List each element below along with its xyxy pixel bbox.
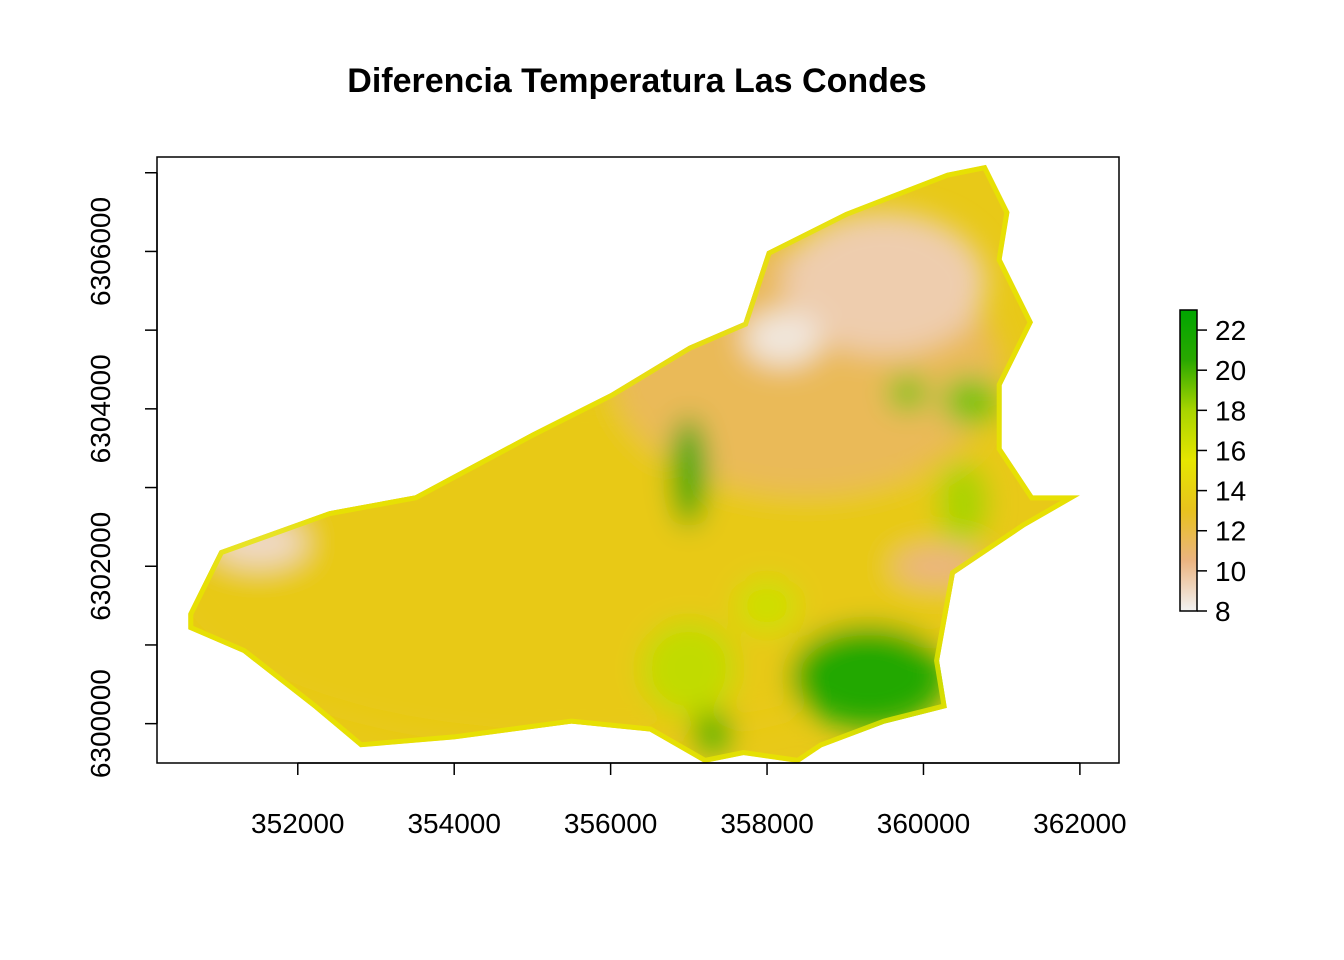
legend-tick-label: 16 <box>1215 435 1246 466</box>
legend-tick-label: 18 <box>1215 395 1246 426</box>
raster-zone <box>892 546 987 586</box>
raster-zone <box>782 212 987 354</box>
y-tick-label: 6302000 <box>85 512 116 621</box>
legend-colorbar <box>1180 310 1197 611</box>
raster-zone <box>735 578 799 634</box>
raster-zone <box>939 463 987 543</box>
x-tick-label: 358000 <box>720 808 813 839</box>
x-tick-label: 360000 <box>877 808 970 839</box>
x-axis: 352000 354000 356000 358000 360000 362000 <box>251 762 1127 839</box>
raster-zone <box>692 711 732 752</box>
legend-frame <box>1179 309 1198 612</box>
raster-zone <box>943 377 998 425</box>
color-legend: 8 10 12 14 16 18 20 22 <box>1179 309 1246 627</box>
legend-tick-label: 20 <box>1215 355 1246 386</box>
x-tick-label: 354000 <box>407 808 500 839</box>
legend-tick-label: 10 <box>1215 556 1246 587</box>
raster-zone <box>671 416 707 527</box>
raster-zone <box>743 310 822 366</box>
legend-tick-label: 22 <box>1215 315 1246 346</box>
y-axis: 6300000 6302000 6304000 6306000 <box>85 171 158 778</box>
x-tick-label: 356000 <box>564 808 657 839</box>
raster-zone <box>888 375 928 411</box>
legend-tick-label: 14 <box>1215 476 1246 507</box>
legend-tick-label: 8 <box>1215 596 1231 627</box>
y-tick-label: 6300000 <box>85 669 116 778</box>
raster-zone <box>790 625 947 728</box>
y-tick-label: 6304000 <box>85 354 116 463</box>
x-tick-label: 352000 <box>251 808 344 839</box>
raster-layer <box>188 164 1080 763</box>
chart-title: Diferencia Temperatura Las Condes <box>347 62 926 100</box>
y-tick-label: 6306000 <box>85 197 116 306</box>
raster-zone <box>641 621 736 716</box>
x-tick-label: 362000 <box>1033 808 1126 839</box>
legend-tick-label: 12 <box>1215 516 1246 547</box>
